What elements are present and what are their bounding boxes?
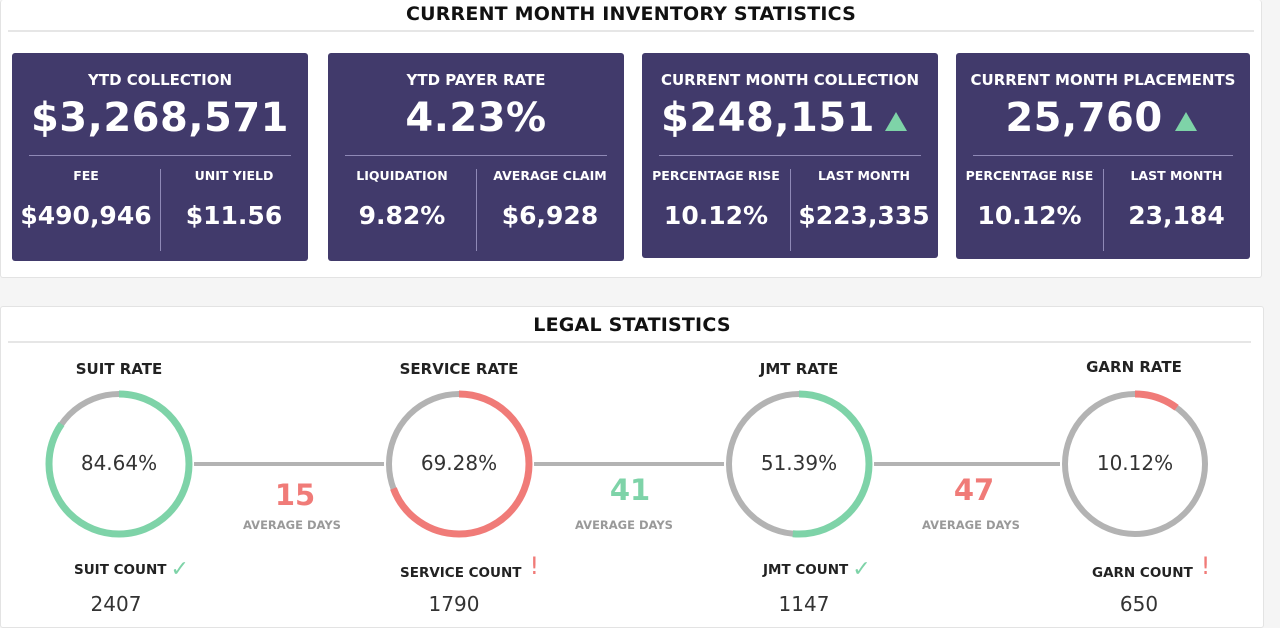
card-title: CURRENT MONTH PLACEMENTS bbox=[970, 71, 1236, 89]
metric-value: 10.12% bbox=[663, 201, 769, 230]
connector-line bbox=[874, 462, 1060, 466]
average-days-label: AVERAGE DAYS bbox=[575, 518, 673, 532]
inventory-title: CURRENT MONTH INVENTORY STATISTICS bbox=[405, 3, 857, 25]
ytd-collection-card: YTD COLLECTION $3,268,571 FEE $490,946 U… bbox=[12, 53, 308, 261]
gauge-ring bbox=[385, 390, 533, 538]
service-count-value: 1790 bbox=[428, 592, 480, 616]
card-value: 4.23% bbox=[405, 95, 547, 141]
metric-label: FEE bbox=[73, 168, 99, 183]
metric-label: PERCENTAGE RISE bbox=[652, 168, 780, 183]
card-divider bbox=[973, 155, 1233, 156]
average-days-label: AVERAGE DAYS bbox=[922, 518, 1020, 532]
count-label-text: SERVICE COUNT bbox=[400, 565, 522, 581]
check-icon: ✓ bbox=[852, 557, 871, 582]
gauge-title: SUIT RATE bbox=[75, 360, 163, 378]
gauge-title: SERVICE RATE bbox=[399, 360, 519, 378]
gauge-progress-arc bbox=[1061, 390, 1209, 538]
service-rate-gauge: 69.28% bbox=[384, 389, 534, 539]
gauge-title: GARN RATE bbox=[1086, 358, 1182, 376]
gauge-percent: 10.12% bbox=[1096, 451, 1174, 475]
connector-line bbox=[194, 462, 384, 466]
legal-panel: LEGAL STATISTICS SUIT RATE SERVICE RATE … bbox=[0, 306, 1264, 628]
metric-label: UNIT YIELD bbox=[194, 168, 274, 183]
connector-line bbox=[534, 462, 724, 466]
card-value: $248,151 bbox=[660, 95, 876, 141]
jmt-count-value: 1147 bbox=[778, 592, 830, 616]
metric-label: LIQUIDATION bbox=[356, 168, 448, 183]
current-month-collection-card: CURRENT MONTH COLLECTION $248,151 PERCEN… bbox=[642, 53, 938, 258]
count-label-text: GARN COUNT bbox=[1092, 565, 1193, 581]
card-vertical-divider bbox=[790, 169, 791, 251]
card-vertical-divider bbox=[476, 169, 477, 251]
gauge-ring bbox=[45, 390, 193, 538]
metric-value: 10.12% bbox=[977, 201, 1082, 230]
card-divider bbox=[29, 155, 291, 156]
suit-count-label: SUIT COUNT ✓ bbox=[74, 557, 189, 582]
average-days-value: 41 bbox=[609, 473, 651, 507]
card-value: $3,268,571 bbox=[30, 95, 290, 141]
gauge-title: JMT RATE bbox=[759, 360, 839, 378]
metric-value: $223,335 bbox=[798, 201, 930, 230]
average-days-value: 47 bbox=[953, 473, 995, 507]
jmt-rate-gauge: 51.39% bbox=[724, 389, 874, 539]
legal-title: LEGAL STATISTICS bbox=[533, 314, 731, 336]
metric-label: LAST MONTH bbox=[817, 168, 911, 183]
service-count-label: SERVICE COUNT! bbox=[400, 552, 539, 581]
check-icon: ✓ bbox=[170, 557, 189, 582]
metric-value: $6,928 bbox=[501, 201, 599, 230]
gauge-progress-arc bbox=[385, 390, 533, 538]
inventory-panel: CURRENT MONTH INVENTORY STATISTICS YTD C… bbox=[0, 0, 1262, 278]
garn-count-label: GARN COUNT! bbox=[1092, 552, 1210, 581]
metric-label: LAST MONTH bbox=[1130, 168, 1223, 183]
jmt-count-label: JMT COUNT ✓ bbox=[763, 557, 871, 582]
metric-value: $490,946 bbox=[20, 201, 152, 230]
card-vertical-divider bbox=[1103, 169, 1104, 251]
alert-icon: ! bbox=[529, 552, 540, 580]
card-title: CURRENT MONTH COLLECTION bbox=[660, 71, 920, 89]
count-label-text: SUIT COUNT bbox=[74, 562, 167, 578]
gauge-percent: 69.28% bbox=[420, 451, 498, 475]
average-days-label: AVERAGE DAYS bbox=[243, 518, 341, 532]
card-title: YTD COLLECTION bbox=[87, 71, 233, 89]
card-vertical-divider bbox=[160, 169, 161, 251]
suit-count-value: 2407 bbox=[90, 592, 142, 616]
average-days-value: 15 bbox=[274, 478, 316, 512]
card-divider bbox=[345, 155, 607, 156]
card-divider bbox=[659, 155, 921, 156]
trend-up-icon bbox=[1175, 112, 1197, 131]
metric-label: AVERAGE CLAIM bbox=[493, 168, 607, 183]
trend-up-icon bbox=[885, 112, 907, 131]
gauge-progress-arc bbox=[725, 390, 873, 538]
suit-rate-gauge: 84.64% bbox=[44, 389, 194, 539]
metric-value: $11.56 bbox=[185, 201, 283, 230]
gauge-percent: 84.64% bbox=[80, 451, 158, 475]
title-divider bbox=[8, 341, 1251, 343]
gauge-percent: 51.39% bbox=[760, 451, 838, 475]
title-divider bbox=[8, 30, 1254, 32]
current-month-placements-card: CURRENT MONTH PLACEMENTS 25,760 PERCENTA… bbox=[956, 53, 1250, 259]
card-value: 25,760 bbox=[1005, 95, 1163, 141]
metric-value: 23,184 bbox=[1128, 201, 1225, 230]
metric-label: PERCENTAGE RISE bbox=[965, 168, 1094, 183]
alert-icon: ! bbox=[1200, 552, 1211, 580]
ytd-payer-rate-card: YTD PAYER RATE 4.23% LIQUIDATION 9.82% A… bbox=[328, 53, 624, 261]
metric-value: 9.82% bbox=[358, 201, 446, 230]
gauge-progress-arc bbox=[45, 390, 193, 538]
card-title: YTD PAYER RATE bbox=[406, 71, 546, 89]
gauge-ring bbox=[1061, 390, 1209, 538]
garn-rate-gauge: 10.12% bbox=[1060, 389, 1210, 539]
count-label-text: JMT COUNT bbox=[763, 562, 849, 578]
garn-count-value: 650 bbox=[1119, 592, 1159, 616]
gauge-ring bbox=[725, 390, 873, 538]
